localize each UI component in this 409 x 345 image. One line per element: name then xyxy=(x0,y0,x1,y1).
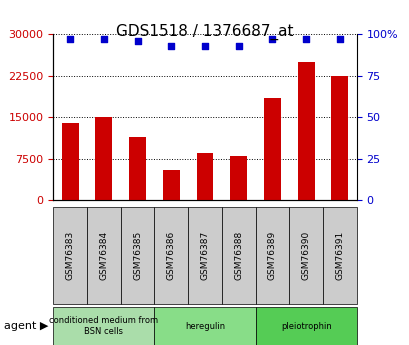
Text: GSM76391: GSM76391 xyxy=(335,231,344,280)
Point xyxy=(201,43,208,49)
Bar xyxy=(297,62,314,200)
Bar xyxy=(263,98,280,200)
Bar xyxy=(230,156,247,200)
Bar xyxy=(62,123,79,200)
Text: GSM76390: GSM76390 xyxy=(301,231,310,280)
Point xyxy=(100,37,107,42)
Bar xyxy=(95,117,112,200)
Point xyxy=(134,38,141,44)
Text: GSM76387: GSM76387 xyxy=(200,231,209,280)
Text: heregulin: heregulin xyxy=(184,322,225,331)
Text: conditioned medium from
BSN cells: conditioned medium from BSN cells xyxy=(49,316,158,336)
Text: GSM76385: GSM76385 xyxy=(133,231,142,280)
Point xyxy=(268,37,275,42)
Text: GSM76389: GSM76389 xyxy=(267,231,276,280)
Point xyxy=(235,43,241,49)
Point xyxy=(302,37,309,42)
Bar xyxy=(129,137,146,200)
Point xyxy=(336,37,342,42)
Text: pleiotrophin: pleiotrophin xyxy=(280,322,331,331)
Bar xyxy=(162,170,179,200)
Text: GSM76388: GSM76388 xyxy=(234,231,243,280)
Point xyxy=(168,43,174,49)
Text: GSM76383: GSM76383 xyxy=(65,231,74,280)
Text: GSM76384: GSM76384 xyxy=(99,231,108,280)
Text: agent ▶: agent ▶ xyxy=(4,321,48,331)
Text: GSM76386: GSM76386 xyxy=(166,231,175,280)
Bar xyxy=(196,153,213,200)
Text: GDS1518 / 1376687_at: GDS1518 / 1376687_at xyxy=(116,24,293,40)
Point xyxy=(67,37,73,42)
Bar xyxy=(330,76,347,200)
